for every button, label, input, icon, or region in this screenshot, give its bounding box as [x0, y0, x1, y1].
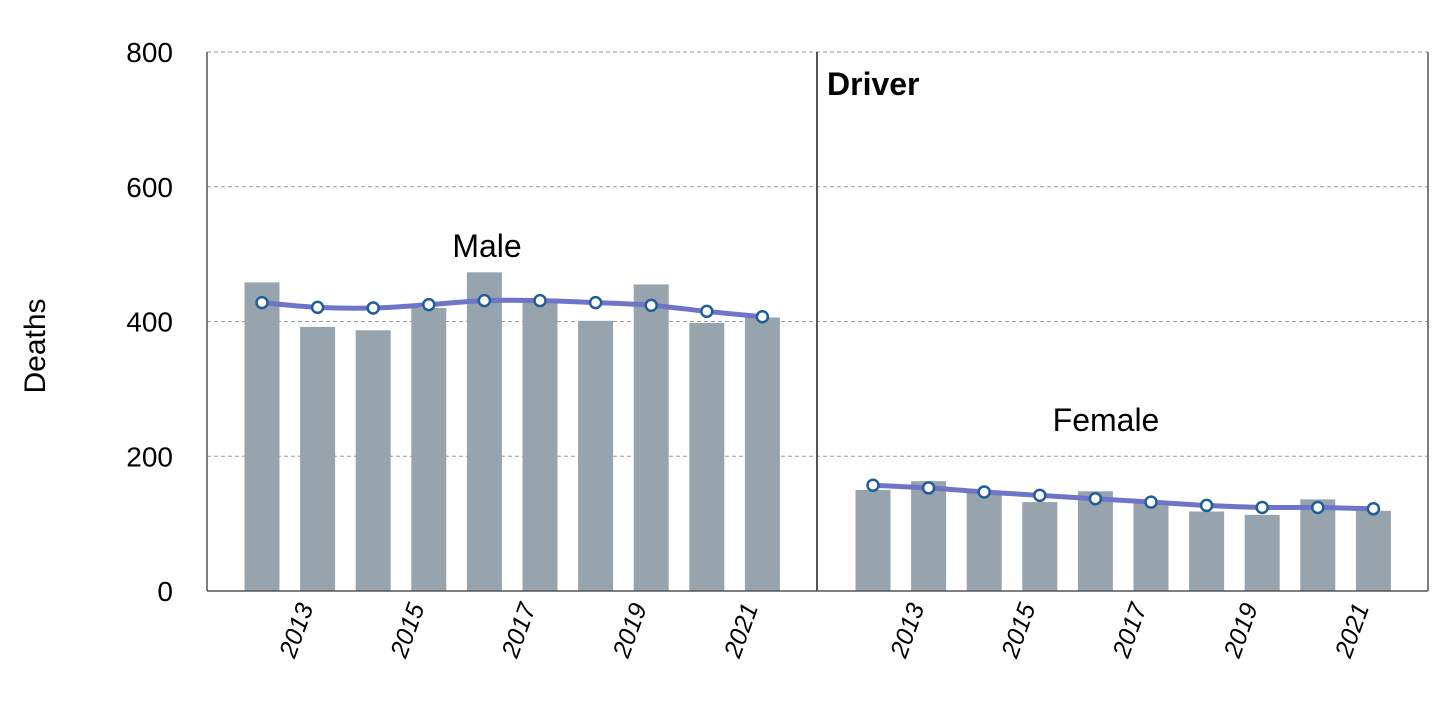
bar [1355, 510, 1391, 591]
panel-title: Driver [827, 66, 920, 102]
x-tick-label: 2017 [1107, 598, 1153, 662]
trend-point [755, 310, 770, 324]
bar [1189, 511, 1225, 591]
x-tick-label: 2019 [1218, 599, 1264, 662]
trend-point [477, 293, 492, 308]
trend-point [1033, 488, 1047, 503]
bars [244, 272, 1391, 591]
bar [244, 282, 280, 591]
x-tick-label: 2021 [718, 599, 764, 662]
trend-point [644, 298, 658, 313]
bar [911, 481, 947, 591]
plot-frame [206, 51, 1429, 592]
trend-point [977, 485, 991, 499]
trend-point [1366, 502, 1381, 516]
trend-point [533, 293, 547, 308]
series-label-female: Female [1053, 402, 1160, 438]
bar [855, 489, 891, 591]
bar [1244, 514, 1280, 591]
x-tick-label: 2013 [885, 599, 931, 662]
y-axis-label: Deaths [19, 298, 52, 393]
series-label-male: Male [452, 228, 521, 264]
y-tick-labels: 0 200 400 600 800 [126, 37, 173, 607]
bar [1077, 491, 1113, 591]
y-tick-label: 0 [157, 576, 173, 607]
trend-point [255, 295, 269, 310]
bar [355, 330, 391, 591]
trend-line [259, 297, 765, 320]
y-tick-label: 400 [126, 307, 173, 338]
trend-point [1088, 491, 1103, 506]
x-tick-label: 2015 [385, 599, 431, 662]
bar [966, 491, 1002, 591]
trend-point [588, 295, 603, 310]
x-tick-label: 2017 [496, 598, 542, 662]
bar [578, 320, 614, 591]
bar [1133, 502, 1169, 591]
x-tick-label: 2013 [274, 599, 320, 662]
trend-point [366, 301, 380, 315]
y-tick-label: 200 [126, 441, 173, 472]
trend-point [310, 300, 325, 315]
trend-point [866, 478, 880, 492]
trend-point [1311, 500, 1325, 515]
x-tick-label: 2019 [607, 599, 653, 662]
bar [300, 326, 336, 591]
bar [689, 322, 725, 591]
bar [744, 317, 780, 591]
y-tick-label: 600 [126, 172, 173, 203]
bar [1022, 502, 1058, 591]
trend-point [1144, 495, 1158, 509]
x-tick-label: 2015 [996, 599, 1042, 662]
y-tick-label: 800 [126, 37, 173, 68]
x-tick-labels: 2013 2015 2017 2019 2021 2013 2015 2017 2019 2021 [274, 598, 1375, 662]
trend-point [422, 297, 436, 312]
bar [522, 301, 558, 591]
trend-point [921, 481, 936, 495]
trend-point [1199, 498, 1214, 513]
bar [466, 272, 502, 591]
trend-lines [255, 293, 1381, 516]
bar [411, 308, 447, 591]
x-tick-label: 2021 [1329, 599, 1375, 662]
trend-line [870, 482, 1376, 512]
bar [633, 284, 669, 591]
trend-point [700, 304, 714, 319]
bar [1300, 499, 1336, 591]
trend-point [1255, 500, 1269, 515]
